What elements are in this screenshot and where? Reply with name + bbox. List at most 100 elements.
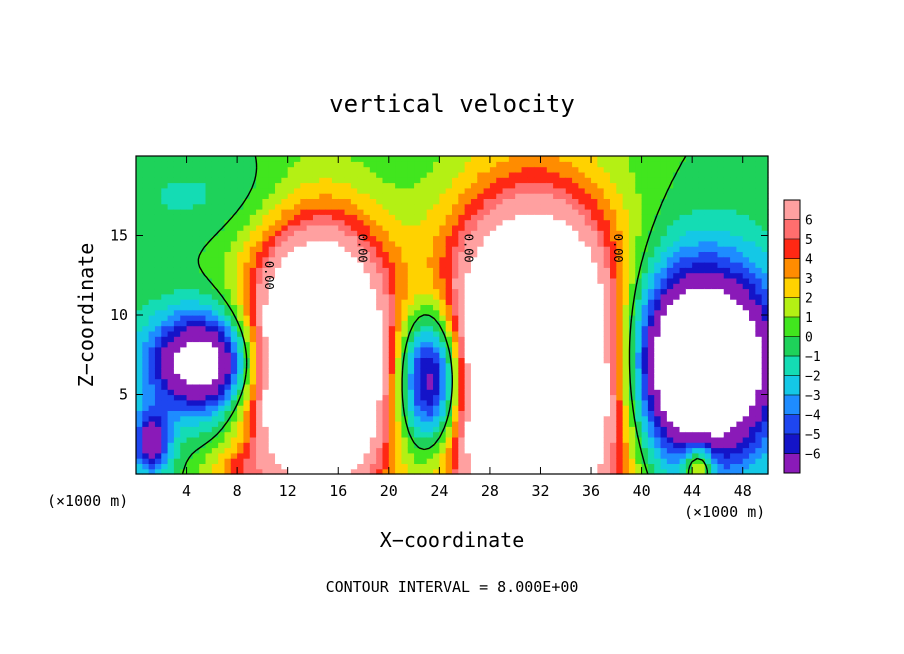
heatmap-cell	[445, 166, 453, 173]
heatmap-cell	[319, 442, 327, 449]
heatmap-cell	[641, 320, 649, 327]
heatmap-cell	[401, 373, 409, 380]
heatmap-cell	[388, 315, 396, 321]
heatmap-cell	[249, 272, 257, 279]
heatmap-cell	[439, 389, 447, 396]
heatmap-cell	[395, 272, 403, 279]
heatmap-cell	[281, 262, 289, 268]
heatmap-cell	[439, 315, 447, 321]
heatmap-cell	[268, 442, 276, 449]
heatmap-cell	[142, 267, 150, 274]
heatmap-cell	[344, 156, 352, 162]
heatmap-cell	[464, 389, 472, 396]
heatmap-cell	[603, 246, 611, 252]
heatmap-cell	[154, 346, 162, 353]
heatmap-cell	[610, 336, 617, 343]
heatmap-cell	[445, 235, 453, 242]
heatmap-cell	[142, 346, 150, 353]
heatmap-cell	[192, 373, 200, 380]
heatmap-cell	[515, 224, 523, 231]
heatmap-cell	[180, 230, 188, 237]
heatmap-cell	[647, 336, 655, 343]
heatmap-cell	[268, 368, 276, 374]
heatmap-cell	[363, 405, 371, 411]
heatmap-cell	[458, 389, 466, 396]
heatmap-cell	[622, 410, 630, 417]
heatmap-cell	[275, 293, 282, 300]
heatmap-cell	[344, 161, 352, 168]
heatmap-cell	[142, 304, 150, 311]
heatmap-cell	[591, 293, 598, 300]
heatmap-cell	[470, 309, 478, 316]
heatmap-cell	[477, 458, 485, 464]
heatmap-cell	[464, 341, 472, 348]
heatmap-cell	[559, 277, 567, 284]
heatmap-cell	[603, 304, 611, 311]
heatmap-cell	[180, 368, 188, 374]
heatmap-cell	[433, 383, 440, 390]
heatmap-cell	[344, 209, 352, 215]
heatmap-cell	[616, 209, 624, 215]
heatmap-cell	[502, 336, 510, 343]
heatmap-cell	[647, 283, 655, 290]
heatmap-cell	[192, 209, 200, 215]
heatmap-cell	[603, 209, 611, 215]
heatmap-cell	[483, 246, 491, 252]
heatmap-cell	[654, 272, 662, 279]
heatmap-cell	[287, 442, 295, 449]
heatmap-cell	[420, 177, 428, 184]
heatmap-cell	[527, 193, 535, 199]
heatmap-cell	[420, 436, 428, 443]
heatmap-cell	[540, 330, 548, 337]
heatmap-cell	[173, 209, 181, 215]
heatmap-cell	[521, 415, 529, 422]
heatmap-cell	[489, 193, 497, 199]
heatmap-cell	[237, 235, 245, 242]
heatmap-cell	[268, 283, 276, 290]
heatmap-cell	[559, 378, 567, 385]
heatmap-cell	[306, 272, 314, 279]
heatmap-cell	[414, 431, 421, 438]
heatmap-cell	[268, 240, 276, 247]
heatmap-cell	[281, 230, 289, 237]
heatmap-cell	[287, 156, 295, 162]
heatmap-cell	[312, 156, 320, 162]
heatmap-cell	[287, 325, 295, 332]
heatmap-cell	[641, 378, 649, 385]
heatmap-cell	[540, 193, 548, 199]
heatmap-cell	[161, 293, 169, 300]
heatmap-cell	[452, 458, 459, 464]
heatmap-cell	[167, 304, 175, 311]
heatmap-cell	[489, 182, 497, 189]
heatmap-cell	[414, 421, 421, 427]
heatmap-cell	[268, 463, 276, 470]
heatmap-cell	[521, 336, 529, 343]
heatmap-cell	[281, 177, 289, 184]
heatmap-cell	[515, 182, 523, 189]
heatmap-cell	[647, 362, 655, 369]
heatmap-cell	[256, 352, 263, 358]
heatmap-cell	[249, 177, 257, 184]
heatmap-cell	[597, 410, 605, 417]
heatmap-cell	[363, 262, 371, 268]
heatmap-cell	[540, 214, 548, 221]
heatmap-cell	[325, 357, 333, 364]
heatmap-cell	[635, 177, 643, 184]
heatmap-cell	[407, 330, 415, 337]
heatmap-cell	[262, 394, 270, 401]
heatmap-cell	[489, 346, 497, 353]
heatmap-cell	[622, 230, 630, 237]
heatmap-cell	[578, 251, 586, 258]
heatmap-cell	[647, 171, 655, 178]
heatmap-cell	[319, 405, 327, 411]
heatmap-cell	[136, 415, 143, 422]
heatmap-cell	[445, 272, 453, 279]
heatmap-cell	[237, 187, 245, 194]
heatmap-cell	[161, 299, 169, 305]
heatmap-cell	[275, 421, 282, 427]
heatmap-cell	[376, 368, 384, 374]
heatmap-cell	[414, 346, 421, 353]
heatmap-cell	[312, 299, 320, 305]
heatmap-cell	[161, 320, 169, 327]
heatmap-cell	[635, 304, 643, 311]
